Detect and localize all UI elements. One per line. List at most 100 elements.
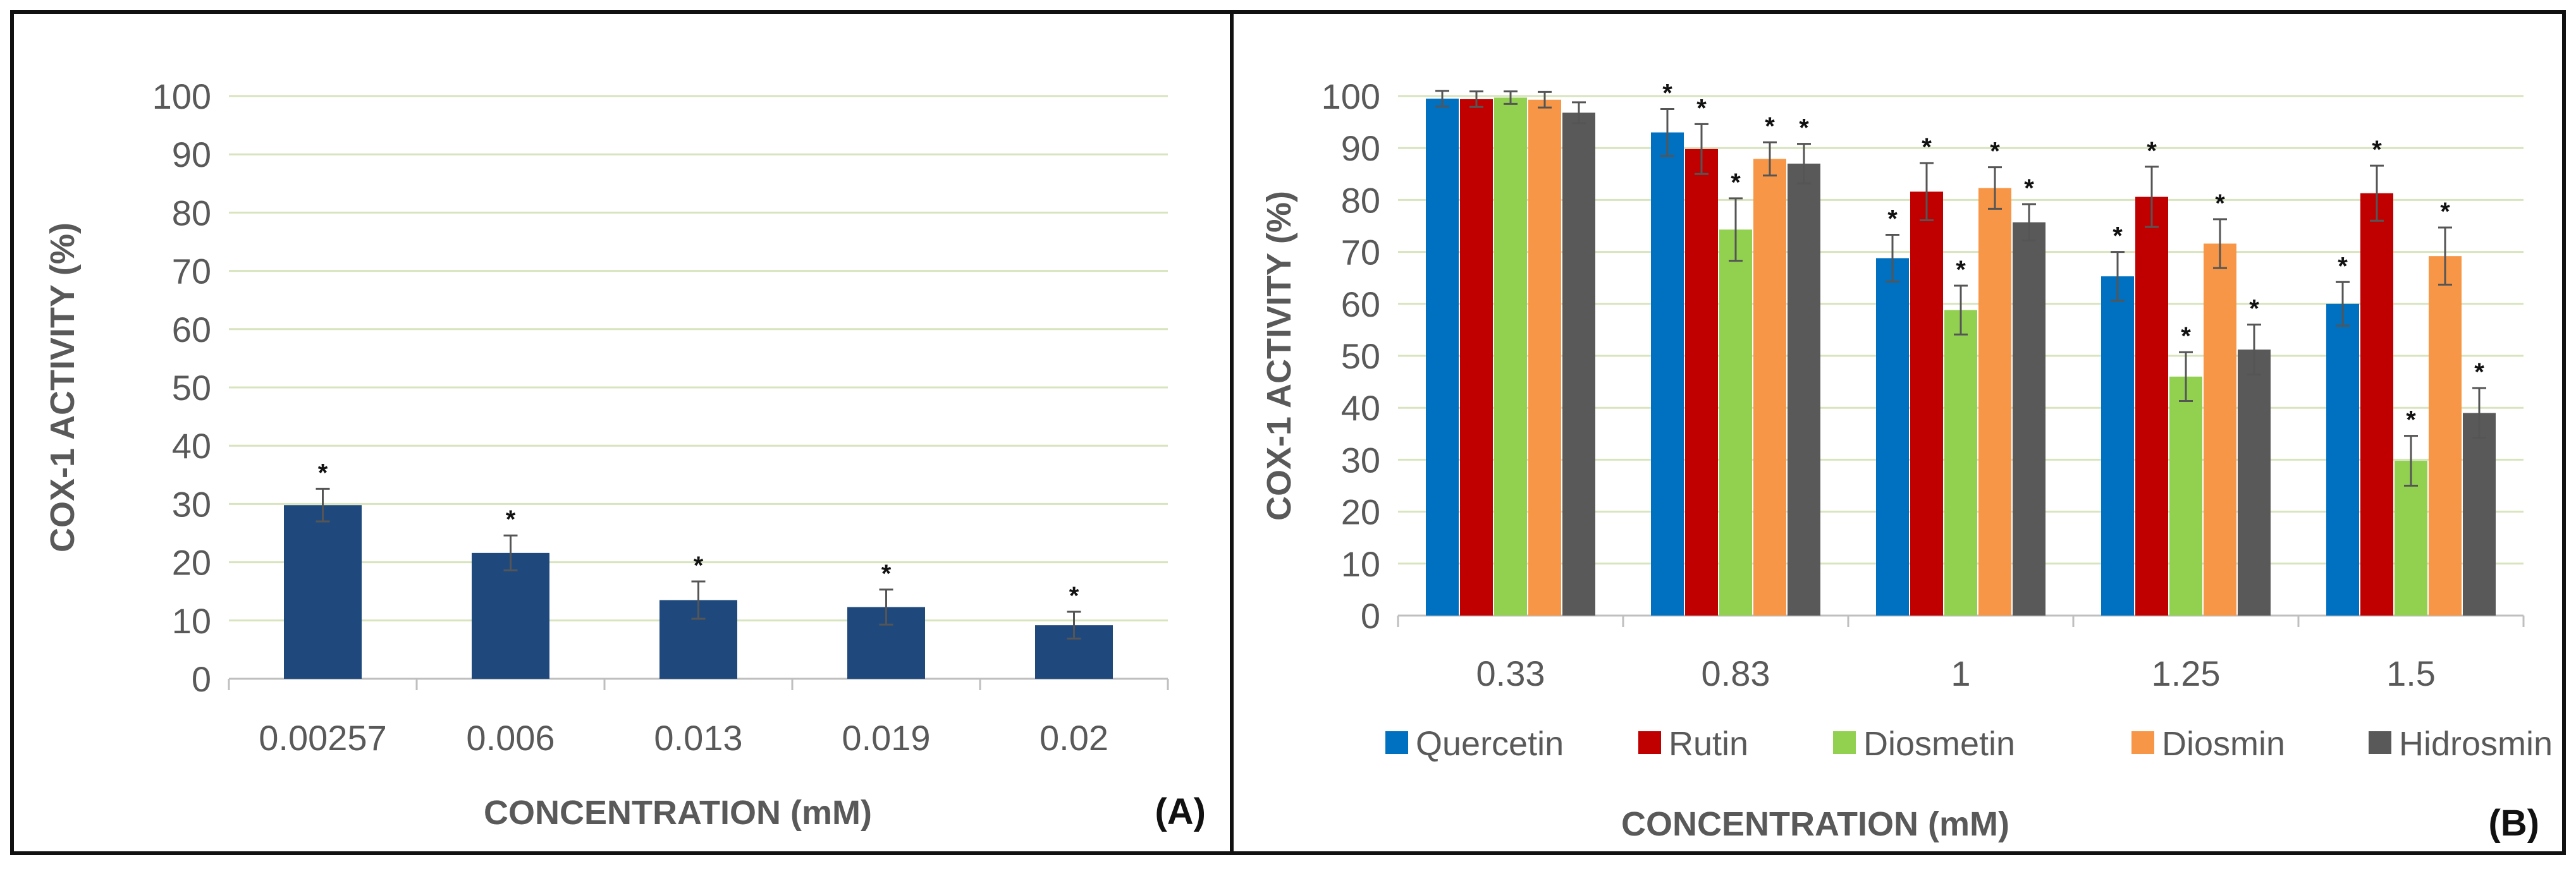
y-tick-label: 90 (172, 135, 211, 174)
x-tick-label: 0.83 (1702, 653, 1770, 693)
significance-star: * (318, 459, 328, 487)
significance-star: * (2215, 190, 2225, 217)
x-tick-label: 0.33 (1476, 653, 1545, 693)
significance-star: * (2474, 358, 2484, 386)
significance-star: * (2113, 222, 2123, 250)
significance-star: * (1956, 256, 1966, 284)
significance-star: * (2440, 198, 2450, 226)
significance-star: * (1799, 114, 1809, 142)
significance-star: * (2249, 295, 2259, 323)
y-tick-label: 20 (172, 543, 211, 583)
significance-star: * (2372, 136, 2382, 164)
x-tick-label: 0.02 (1040, 718, 1108, 758)
bar-quercetin (1426, 99, 1459, 616)
panel-b: 0 10 20 30 40 50 60 70 80 90 100 0.33 0.83 1 1.25 1.5 * *… (1230, 10, 2566, 855)
y-tick-label: 10 (1341, 544, 1380, 584)
legend-entry: Diosmin (2162, 725, 2285, 763)
bar-quercetin (2101, 276, 2134, 616)
bar-diosmetin (2169, 376, 2202, 616)
significance-star: * (1990, 138, 2000, 166)
x-axis-title: CONCENTRATION (mM) (1621, 805, 2009, 843)
legend-swatch (1638, 731, 1661, 754)
bar-rutin (1685, 149, 1718, 616)
bar-hidrosmin (1562, 112, 1595, 616)
significance-star: * (1922, 133, 1932, 161)
x-tick-label: 1.5 (2386, 653, 2436, 693)
x-tick-label: 1 (1951, 653, 1970, 693)
y-tick-label: 70 (172, 252, 211, 291)
y-tick-label: 60 (172, 310, 211, 349)
significance-star: * (1696, 94, 1707, 122)
y-tick-label: 0 (1361, 596, 1380, 636)
significance-star: * (2338, 252, 2348, 280)
significance-star: * (2181, 322, 2191, 350)
legend-entry: Diosmetin (1863, 725, 2015, 763)
bar-quercetin (1876, 258, 1909, 616)
legend-entry: Quercetin (1416, 725, 1564, 763)
y-tick-label: 80 (172, 193, 211, 233)
significance-star: * (1662, 80, 1672, 107)
legend-swatch (2369, 731, 2391, 754)
bar-hidrosmin (1788, 163, 1820, 616)
bar-activity (284, 505, 362, 679)
y-tick-label: 90 (1341, 128, 1380, 168)
bar-diosmetin (1944, 310, 1977, 616)
significance-star: * (1765, 112, 1775, 140)
significance-star: * (694, 552, 704, 580)
y-tick-label: 50 (172, 368, 211, 408)
bar-diosmin (1753, 159, 1786, 616)
panel-label: (B) (2488, 803, 2539, 844)
bar-diosmetin (1494, 97, 1527, 616)
legend-entry: Rutin (1669, 725, 1748, 763)
bar-quercetin (1651, 132, 1684, 616)
legend: Quercetin Rutin Diosmetin Diosmin Hidrosmin (1385, 725, 2553, 763)
bar-rutin (1460, 99, 1493, 616)
y-tick-label: 60 (1341, 284, 1380, 324)
bar-rutin (1910, 191, 1943, 616)
legend-swatch (1833, 731, 1856, 754)
bar-quercetin (2326, 303, 2359, 616)
y-tick-label: 100 (152, 76, 211, 116)
chart-b: 0 10 20 30 40 50 60 70 80 90 100 0.33 0.83 1 1.25 1.5 * *… (1260, 76, 2553, 844)
bar-diosmin (2204, 243, 2236, 616)
y-tick-label: 0 (192, 659, 211, 699)
panel-a: 0 10 20 30 40 50 60 70 80 90 100 0.00257 0.006 0.013 0… (10, 10, 1234, 855)
significance-star: * (2406, 406, 2416, 434)
bar-activity (472, 552, 549, 679)
legend-entry: Hidrosmin (2399, 725, 2553, 763)
legend-swatch (2131, 731, 2154, 754)
significance-star: * (2024, 174, 2034, 202)
bar-diosmin (1528, 99, 1561, 616)
significance-star: * (2147, 137, 2157, 165)
significance-star: * (1069, 582, 1079, 610)
y-tick-label: 80 (1341, 180, 1380, 220)
bar-diosmetin (1719, 229, 1752, 616)
significance-star: * (1731, 169, 1741, 197)
bar-rutin (2135, 197, 2168, 616)
x-axis-title: CONCENTRATION (mM) (484, 794, 872, 832)
bar-hidrosmin (2013, 222, 2045, 616)
y-axis-title: COX-1 ACTIVITY (%) (44, 222, 82, 552)
y-tick-label: 30 (1341, 440, 1380, 480)
x-tick-label: 0.006 (466, 718, 555, 758)
y-tick-label: 40 (1341, 388, 1380, 428)
bar-hidrosmin (2238, 349, 2271, 616)
y-tick-label: 70 (1341, 233, 1380, 272)
x-tick-label: 0.019 (842, 718, 930, 758)
bar-hidrosmin (2463, 413, 2496, 616)
y-tick-label: 50 (1341, 336, 1380, 376)
chart-a: 0 10 20 30 40 50 60 70 80 90 100 0.00257 0.006 0.013 0… (44, 76, 1206, 832)
significance-star: * (506, 506, 516, 533)
bar-rutin (2360, 193, 2393, 616)
x-tick-label: 0.00257 (259, 718, 386, 758)
x-tick-label: 0.013 (654, 718, 742, 758)
y-tick-label: 30 (172, 484, 211, 524)
significance-star: * (1887, 205, 1898, 233)
x-tick-label: 1.25 (2152, 653, 2221, 693)
y-tick-label: 20 (1341, 492, 1380, 532)
significance-star: * (881, 560, 892, 588)
y-tick-label: 100 (1322, 76, 1380, 116)
bar-diosmin (2429, 256, 2462, 616)
y-tick-label: 10 (172, 601, 211, 641)
bar-diosmin (1978, 188, 2011, 616)
